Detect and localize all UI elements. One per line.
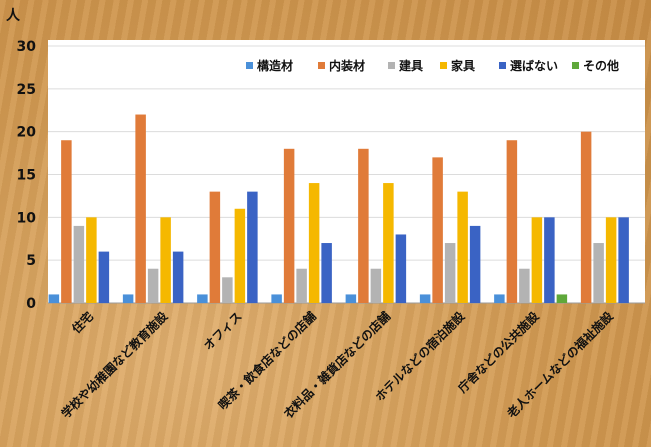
bar <box>122 294 134 303</box>
bar <box>544 217 555 303</box>
bar <box>358 148 369 303</box>
bar <box>86 217 97 303</box>
bar <box>160 217 171 303</box>
bar <box>209 191 221 303</box>
bar <box>61 140 72 303</box>
x-tick-label: 住宅 <box>69 309 97 337</box>
bar <box>271 294 282 303</box>
legend-entry: 構造材 <box>257 58 293 73</box>
bar <box>419 294 431 303</box>
bar <box>531 217 543 303</box>
bar <box>370 268 382 303</box>
bar <box>618 217 629 303</box>
legend-swatch <box>440 62 447 69</box>
legend-entry: その他 <box>583 58 619 73</box>
y-tick-label: 15 <box>17 168 36 184</box>
legend-entry: 内装材 <box>329 58 365 73</box>
legend-swatch <box>318 62 325 69</box>
bar <box>519 268 530 303</box>
bar <box>197 294 208 303</box>
bar <box>98 251 110 303</box>
bar <box>444 243 456 303</box>
bar <box>605 217 617 303</box>
bar <box>234 208 246 303</box>
y-tick-label: 25 <box>17 82 36 98</box>
y-tick-label: 20 <box>17 125 37 141</box>
bar <box>494 294 505 303</box>
bar <box>308 183 320 303</box>
bar <box>73 225 85 303</box>
y-axis-label: 人 <box>6 7 21 24</box>
bar <box>432 157 443 303</box>
bar <box>345 294 357 303</box>
bar <box>556 294 568 303</box>
bar <box>296 268 307 303</box>
x-tick-label: 庁舎などの公共施設 <box>454 308 542 396</box>
bar <box>593 243 604 303</box>
legend-entry: 家具 <box>451 58 475 73</box>
y-tick-label: 30 <box>17 39 37 55</box>
legend-entry: 建具 <box>398 58 423 73</box>
legend-swatch <box>388 62 395 69</box>
bar <box>222 277 233 303</box>
bar <box>506 140 518 303</box>
bar <box>321 243 332 303</box>
bar <box>457 191 468 303</box>
bar <box>147 268 159 303</box>
bar <box>48 294 60 303</box>
bar <box>469 225 481 303</box>
y-tick-label: 0 <box>26 296 36 312</box>
legend-swatch <box>499 62 506 69</box>
y-tick-label: 5 <box>26 253 36 269</box>
bar <box>395 234 407 303</box>
bar <box>135 114 146 304</box>
x-tick-label: オフィス <box>201 309 245 353</box>
legend-entry: 選ばない <box>510 58 558 73</box>
bar <box>383 183 394 303</box>
bar <box>283 148 295 303</box>
bar <box>247 191 258 303</box>
legend-swatch <box>572 62 579 69</box>
legend-swatch <box>246 62 253 69</box>
y-tick-label: 10 <box>17 210 37 226</box>
bar <box>172 251 184 303</box>
bar <box>580 131 592 303</box>
